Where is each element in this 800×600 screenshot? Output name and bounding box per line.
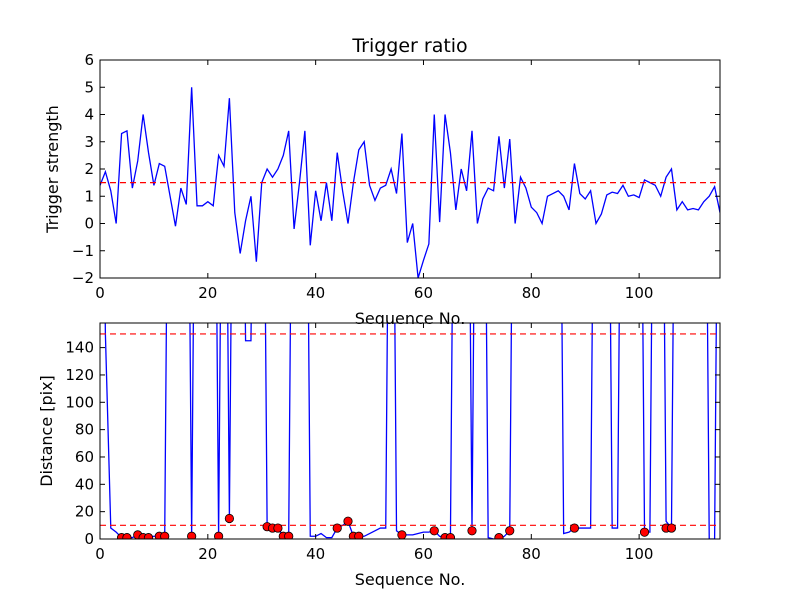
top-y-tick-label: 1 [84,187,94,205]
top-x-tick-label: 40 [306,284,325,302]
bottom-axes-frame [99,322,721,540]
top-x-tick-label: 0 [95,284,105,302]
top-series-line [100,87,720,278]
top-x-tick-label: 100 [625,284,654,302]
bottom-data-marker [505,526,515,536]
bottom-x-tick-label: 100 [625,545,654,563]
top-y-tick-label: −1 [72,242,94,260]
bottom-data-marker [143,533,154,539]
bottom-data-marker [397,530,407,539]
bottom-data-marker [343,516,353,526]
top-y-axis-label: Trigger strength [43,105,62,234]
bottom-data-marker [214,531,224,539]
top-y-tick-label: −2 [72,269,94,287]
bottom-data-marker [187,531,197,539]
bottom-data-marker [639,527,650,537]
top-x-axis-label: Sequence No. [355,309,466,328]
top-x-tick-label: 60 [414,284,433,302]
bottom-y-tick-label: 20 [75,503,94,521]
bottom-y-tick-label: 60 [75,448,94,466]
bottom-y-tick-label: 0 [84,530,94,548]
bottom-y-tick-label: 120 [65,366,94,384]
top-plot-clip [100,87,720,278]
bottom-data-marker [273,523,283,533]
top-x-tick-label: 20 [198,284,217,302]
bottom-x-tick-label: 40 [306,545,325,563]
bottom-plot-clip [100,323,720,539]
top-y-tick-label: 4 [84,106,94,124]
top-x-tick-label: 80 [522,284,541,302]
top-y-tick-label: 6 [84,51,94,69]
bottom-data-marker [666,523,677,533]
bottom-x-axis-label: Sequence No. [355,570,466,589]
bottom-x-tick-label: 60 [414,545,433,563]
bottom-y-tick-label: 40 [75,475,94,493]
top-y-tick-label: 3 [84,133,94,151]
bottom-data-marker [160,531,170,539]
bottom-data-marker [332,523,342,533]
bottom-x-tick-label: 0 [95,545,105,563]
bottom-series-line [104,323,717,539]
top-y-tick-label: 2 [84,160,94,178]
bottom-y-tick-label: 100 [65,393,94,411]
bottom-data-marker [445,533,456,539]
bottom-data-marker [467,526,477,536]
bottom-y-axis-label: Distance [pix] [37,375,56,487]
bottom-data-marker [122,533,132,539]
bottom-y-tick-label: 80 [75,421,94,439]
bottom-data-marker [284,531,294,539]
top-axis-ticks: 0 20 40 60 80 100 −2 −1 0 1 2 3 4 5 6 [72,51,720,302]
bottom-axis-ticks: 0 20 40 60 80 100 0 20 40 60 80 100 120 140 [65,323,720,563]
bottom-plot-area [99,322,721,540]
bottom-y-tick-label: 140 [65,339,94,357]
bottom-x-tick-label: 20 [198,545,217,563]
bottom-data-marker [354,531,364,539]
bottom-data-marker [429,526,439,536]
top-chart-title: Trigger ratio [351,35,467,57]
bottom-data-marker [569,523,580,533]
top-y-tick-label: 0 [84,215,94,233]
bottom-x-tick-label: 80 [522,545,541,563]
distance-plot: 0 20 40 60 80 100 0 20 40 60 80 100 120 140 Sequence … [37,322,721,589]
top-y-tick-label: 5 [84,78,94,96]
bottom-data-marker [494,533,504,539]
bottom-data-marker [224,513,234,524]
